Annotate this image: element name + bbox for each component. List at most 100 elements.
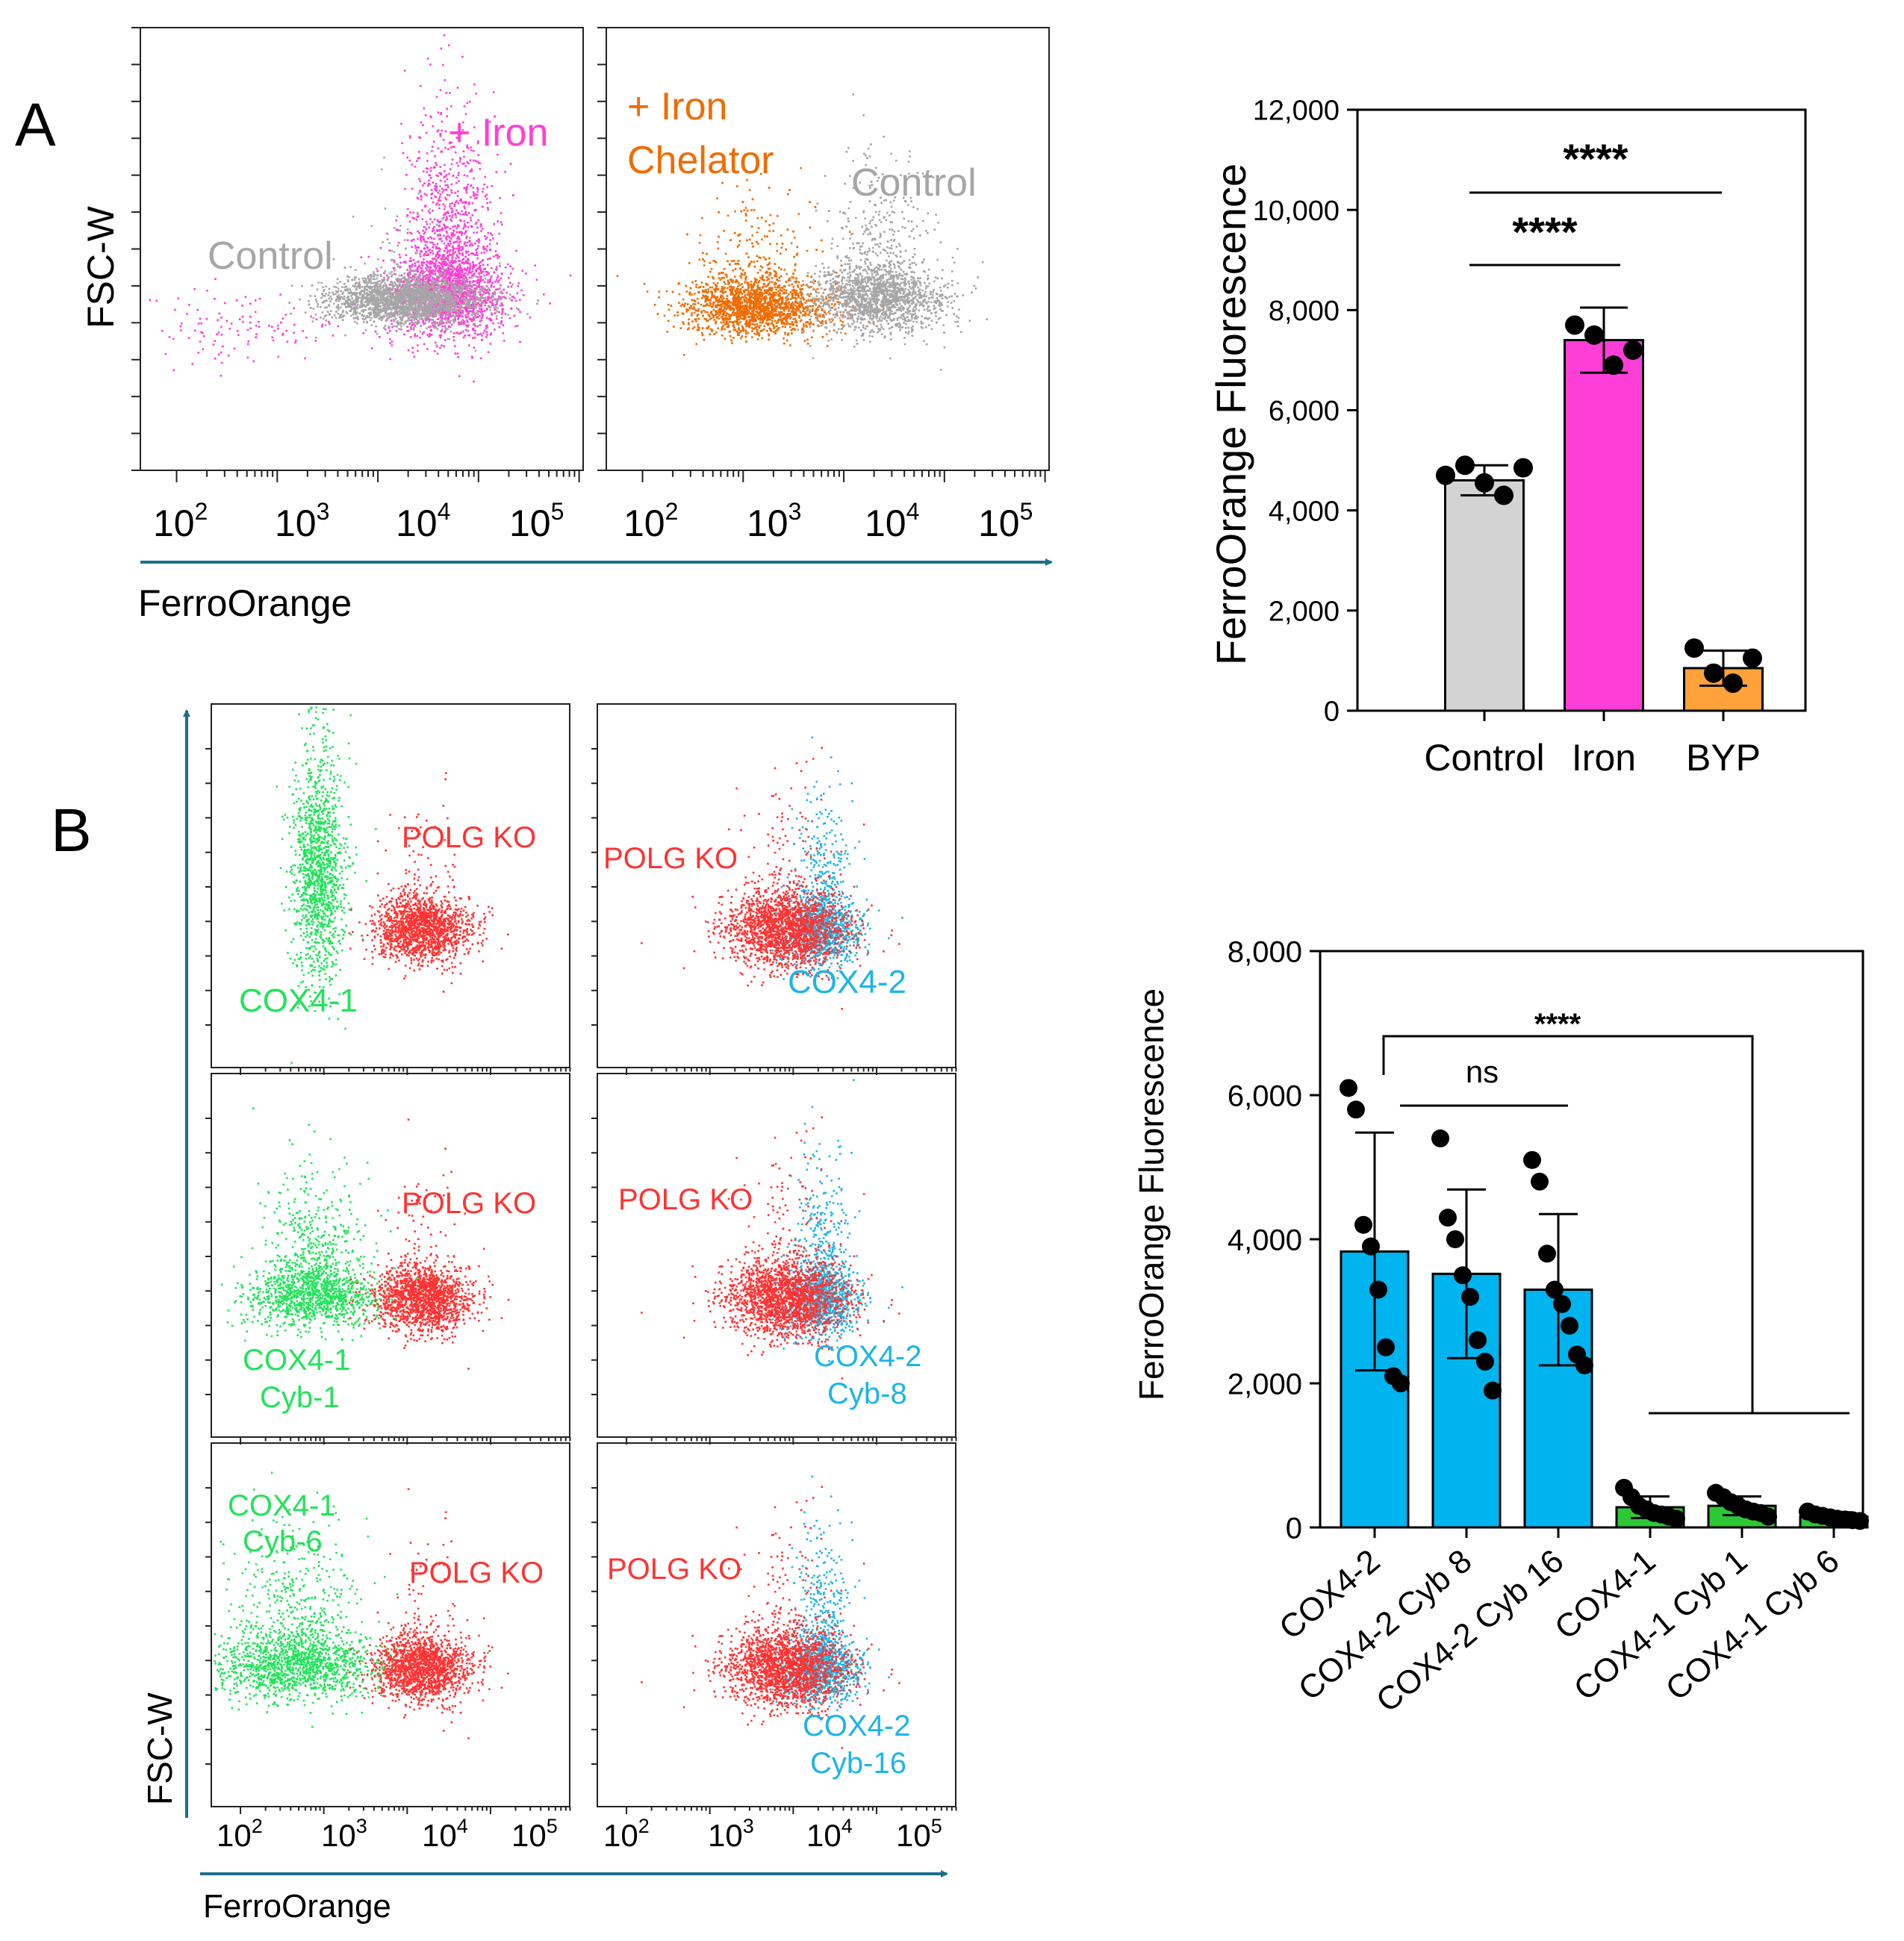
event-dot bbox=[479, 315, 481, 317]
event-dot bbox=[433, 141, 435, 143]
event-dot bbox=[478, 219, 480, 222]
event-dot bbox=[422, 280, 424, 282]
event-dot bbox=[452, 320, 455, 323]
event-dot bbox=[435, 267, 438, 270]
event-dot bbox=[413, 308, 415, 311]
event-dot bbox=[487, 207, 489, 209]
event-dot bbox=[322, 324, 324, 326]
event-dot bbox=[452, 278, 454, 280]
event-dot bbox=[413, 239, 415, 241]
event-dot bbox=[441, 48, 443, 50]
event-dot bbox=[329, 305, 331, 308]
event-dot bbox=[404, 272, 406, 275]
event-dot bbox=[317, 303, 319, 305]
event-dot bbox=[429, 270, 431, 272]
event-dot bbox=[354, 321, 356, 323]
event-dot bbox=[192, 363, 194, 365]
event-dot bbox=[429, 241, 432, 243]
event-dot bbox=[457, 273, 459, 275]
event-dot bbox=[491, 234, 494, 237]
event-dot bbox=[404, 69, 406, 72]
event-dot bbox=[518, 282, 520, 284]
event-dot bbox=[423, 170, 425, 172]
event-dot bbox=[472, 337, 474, 340]
event-dot bbox=[425, 252, 427, 254]
event-dot bbox=[450, 274, 452, 276]
event-dot bbox=[489, 301, 491, 303]
event-dot bbox=[422, 218, 424, 220]
event-dot bbox=[503, 296, 505, 298]
event-dot bbox=[503, 332, 505, 334]
event-dot bbox=[429, 223, 432, 225]
event-dot bbox=[485, 248, 487, 250]
event-dot bbox=[231, 323, 233, 325]
event-dot bbox=[441, 188, 444, 190]
event-dot bbox=[463, 303, 465, 305]
event-dot bbox=[169, 336, 171, 338]
event-dot bbox=[295, 340, 297, 342]
event-dot bbox=[417, 350, 419, 352]
event-dot bbox=[455, 309, 458, 311]
event-dot bbox=[432, 242, 434, 244]
event-dot bbox=[486, 334, 488, 336]
event-dot bbox=[455, 177, 458, 179]
event-dot bbox=[482, 259, 484, 261]
event-dot bbox=[427, 250, 429, 252]
event-dot bbox=[500, 221, 502, 223]
event-dot bbox=[454, 317, 456, 319]
event-dot bbox=[440, 289, 442, 291]
event-dot bbox=[484, 176, 486, 178]
event-dot bbox=[438, 277, 441, 279]
event-dot bbox=[462, 330, 464, 332]
event-dot bbox=[414, 273, 416, 275]
event-dot bbox=[470, 184, 473, 187]
event-dot bbox=[216, 334, 218, 336]
event-dot bbox=[397, 266, 399, 268]
event-dot bbox=[449, 271, 451, 273]
event-dot bbox=[446, 216, 448, 218]
event-dot bbox=[413, 295, 415, 297]
event-dot bbox=[196, 309, 199, 311]
event-dot bbox=[456, 162, 458, 164]
event-dot bbox=[340, 290, 342, 292]
event-dot bbox=[459, 161, 461, 163]
event-dot bbox=[480, 225, 482, 228]
event-dot bbox=[406, 284, 408, 287]
event-dot bbox=[426, 264, 428, 266]
event-dot bbox=[450, 331, 452, 333]
event-dot bbox=[410, 328, 412, 331]
event-dot bbox=[413, 327, 415, 329]
event-dot bbox=[447, 194, 449, 196]
event-dot bbox=[437, 254, 439, 256]
event-dot bbox=[371, 347, 373, 349]
event-dot bbox=[497, 308, 500, 310]
event-dot bbox=[399, 278, 402, 281]
event-dot bbox=[219, 313, 221, 315]
event-dot bbox=[503, 340, 505, 342]
event-dot bbox=[352, 279, 354, 281]
event-dot bbox=[454, 204, 456, 206]
event-dot bbox=[445, 184, 447, 187]
event-dot bbox=[469, 308, 471, 310]
event-dot bbox=[437, 353, 439, 355]
event-dot bbox=[393, 325, 396, 328]
event-dot bbox=[473, 308, 475, 311]
event-dot bbox=[339, 297, 341, 299]
event-dot bbox=[391, 340, 393, 343]
event-dot bbox=[438, 220, 440, 222]
event-dot bbox=[405, 174, 408, 176]
event-dot bbox=[440, 317, 442, 319]
event-dot bbox=[467, 291, 470, 293]
event-dot bbox=[439, 303, 441, 305]
event-dot bbox=[496, 299, 498, 301]
event-dot bbox=[386, 233, 388, 235]
event-dot bbox=[446, 232, 448, 234]
event-dot bbox=[487, 279, 489, 281]
event-dot bbox=[429, 208, 431, 211]
event-dot bbox=[332, 292, 334, 294]
event-dot bbox=[423, 323, 425, 325]
event-dot bbox=[411, 264, 414, 266]
event-dot bbox=[449, 245, 451, 247]
event-dot bbox=[466, 214, 468, 216]
event-dot bbox=[508, 286, 510, 288]
